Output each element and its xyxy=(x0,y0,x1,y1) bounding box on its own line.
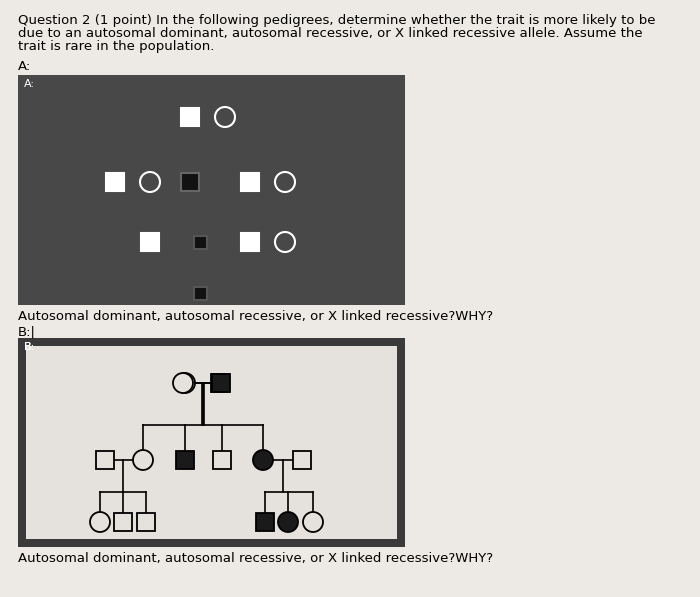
Text: due to an autosomal dominant, autosomal recessive, or X linked recessive allele.: due to an autosomal dominant, autosomal … xyxy=(18,27,643,40)
Text: B:: B: xyxy=(24,342,35,352)
Bar xyxy=(256,513,274,531)
Bar xyxy=(293,451,311,469)
Text: A:: A: xyxy=(18,60,32,73)
Bar xyxy=(212,374,230,392)
Circle shape xyxy=(275,172,295,192)
Bar xyxy=(211,374,229,392)
Bar xyxy=(18,338,405,547)
Circle shape xyxy=(173,373,193,393)
Bar xyxy=(213,451,231,469)
Circle shape xyxy=(278,512,298,532)
Circle shape xyxy=(133,450,153,470)
Bar xyxy=(106,173,124,191)
Bar xyxy=(241,173,259,191)
Circle shape xyxy=(303,512,323,532)
Circle shape xyxy=(253,450,273,470)
Text: Question 2 (1 point) In the following pedigrees, determine whether the trait is : Question 2 (1 point) In the following pe… xyxy=(18,14,655,27)
Text: B:|: B:| xyxy=(18,325,36,338)
Bar xyxy=(137,513,155,531)
Circle shape xyxy=(215,107,235,127)
Circle shape xyxy=(275,232,295,252)
Bar xyxy=(241,233,259,251)
Bar xyxy=(114,513,132,531)
Text: B:: B: xyxy=(24,342,35,352)
Text: Autosomal dominant, autosomal recessive, or X linked recessive?WHY?: Autosomal dominant, autosomal recessive,… xyxy=(18,552,493,565)
Bar xyxy=(26,346,397,539)
Bar xyxy=(181,173,199,191)
Circle shape xyxy=(90,512,110,532)
Text: A:: A: xyxy=(24,79,35,89)
Circle shape xyxy=(175,373,195,393)
Bar xyxy=(193,287,206,300)
Bar xyxy=(181,108,199,126)
Bar xyxy=(141,233,159,251)
Bar xyxy=(96,451,114,469)
Bar xyxy=(193,235,206,248)
Text: trait is rare in the population.: trait is rare in the population. xyxy=(18,40,214,53)
Bar xyxy=(18,75,405,305)
Bar xyxy=(176,451,194,469)
Circle shape xyxy=(140,172,160,192)
Text: Autosomal dominant, autosomal recessive, or X linked recessive?WHY?: Autosomal dominant, autosomal recessive,… xyxy=(18,310,493,323)
Bar xyxy=(26,346,397,539)
